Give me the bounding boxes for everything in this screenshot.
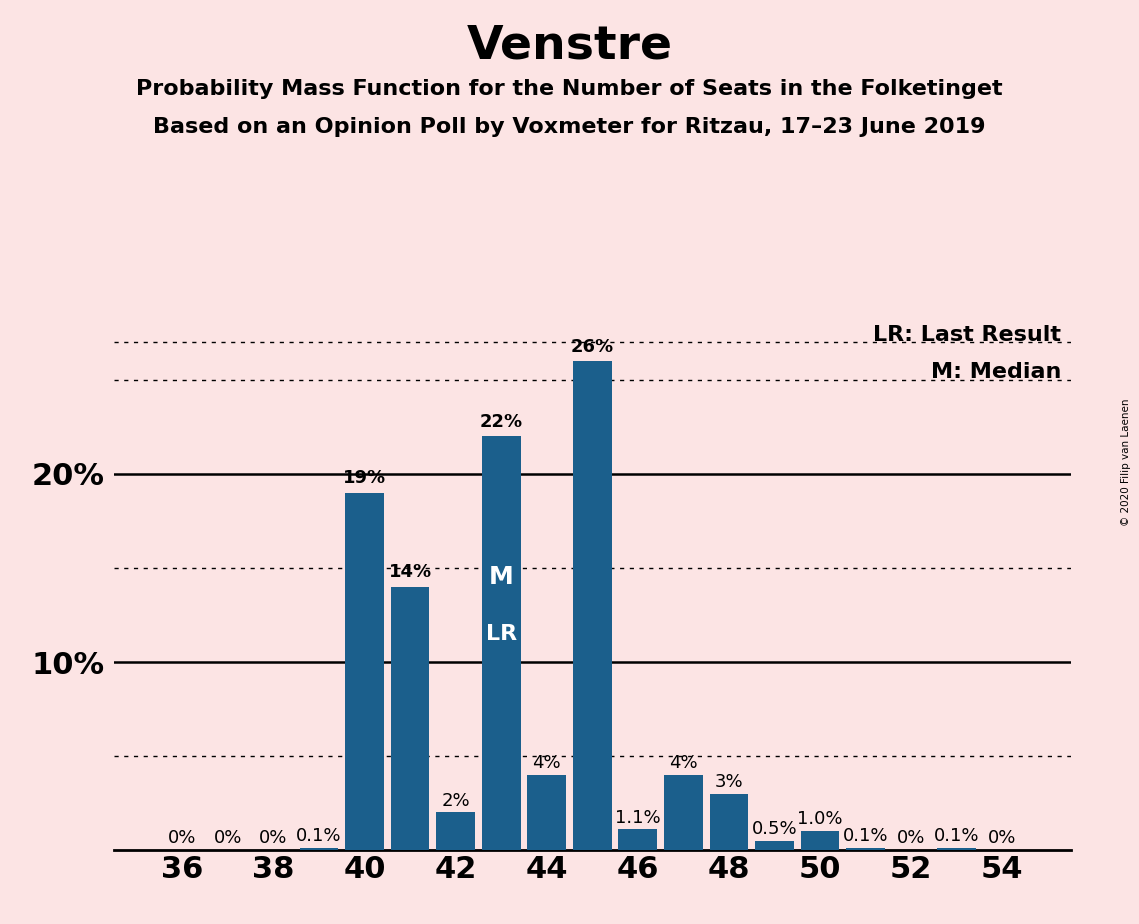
Bar — [710, 794, 748, 850]
Text: Probability Mass Function for the Number of Seats in the Folketinget: Probability Mass Function for the Number… — [137, 79, 1002, 99]
Bar — [345, 492, 384, 850]
Bar — [618, 830, 657, 850]
Text: 26%: 26% — [571, 337, 614, 356]
Text: 4%: 4% — [532, 754, 562, 772]
Text: M: Median: M: Median — [931, 362, 1062, 383]
Bar — [846, 848, 885, 850]
Text: 14%: 14% — [388, 564, 432, 581]
Bar — [573, 361, 612, 850]
Text: 0%: 0% — [214, 829, 241, 847]
Bar — [436, 812, 475, 850]
Text: 22%: 22% — [480, 413, 523, 431]
Text: 2%: 2% — [441, 792, 470, 809]
Text: 4%: 4% — [669, 754, 698, 772]
Text: 0.1%: 0.1% — [843, 827, 888, 845]
Text: Based on an Opinion Poll by Voxmeter for Ritzau, 17–23 June 2019: Based on an Opinion Poll by Voxmeter for… — [154, 117, 985, 138]
Bar — [482, 436, 521, 850]
Text: 0%: 0% — [169, 829, 196, 847]
Text: LR: Last Result: LR: Last Result — [874, 325, 1062, 345]
Text: LR: LR — [485, 624, 517, 644]
Bar — [755, 841, 794, 850]
Text: 0%: 0% — [989, 829, 1016, 847]
Text: 3%: 3% — [714, 772, 744, 791]
Text: 0.1%: 0.1% — [934, 827, 980, 845]
Text: 0%: 0% — [898, 829, 925, 847]
Text: 0.1%: 0.1% — [296, 827, 342, 845]
Bar — [801, 832, 839, 850]
Bar — [664, 775, 703, 850]
Text: 1.1%: 1.1% — [615, 808, 661, 827]
Text: 0.5%: 0.5% — [752, 820, 797, 838]
Bar — [300, 848, 338, 850]
Text: 19%: 19% — [343, 469, 386, 487]
Bar — [527, 775, 566, 850]
Bar — [937, 848, 976, 850]
Bar — [391, 587, 429, 850]
Text: 0%: 0% — [260, 829, 287, 847]
Text: Venstre: Venstre — [467, 23, 672, 68]
Text: 1.0%: 1.0% — [797, 810, 843, 829]
Text: M: M — [489, 565, 514, 590]
Text: © 2020 Filip van Laenen: © 2020 Filip van Laenen — [1121, 398, 1131, 526]
